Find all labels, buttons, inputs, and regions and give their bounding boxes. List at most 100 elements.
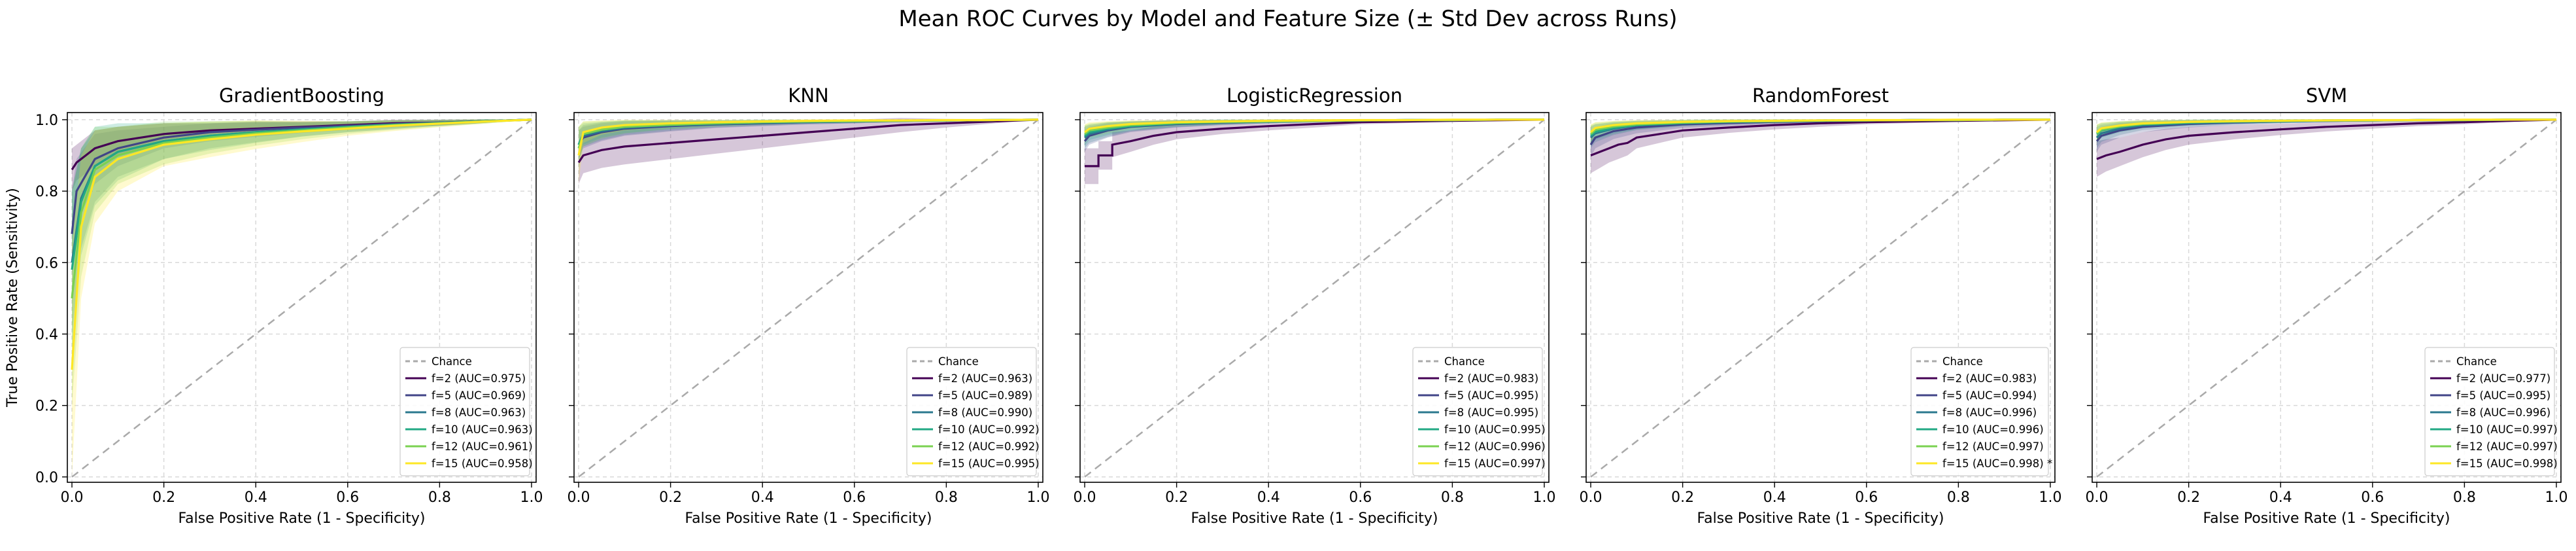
legend-label: f=5 (AUC=0.989) (938, 389, 1032, 402)
legend-label: f=2 (AUC=0.975) (432, 372, 526, 385)
legend-label: f=8 (AUC=0.996) (2456, 406, 2551, 419)
legend-box (2424, 347, 2555, 476)
panel-title: GradientBoosting (219, 84, 384, 107)
y-axis-label: True Positive Rate (Sensitivity) (5, 188, 21, 408)
legend-label: f=12 (AUC=0.992) (938, 440, 1040, 453)
std-band-f15 (1085, 119, 1544, 140)
legend-label: f=15 (AUC=0.995) (938, 457, 1040, 470)
roc-line-f15 (577, 118, 1039, 156)
y-tick-label: 1.0 (35, 113, 58, 129)
legend-label: f=12 (AUC=0.996) (1444, 440, 1546, 453)
roc-line-f15 (1589, 118, 2050, 133)
std-band-f2 (72, 119, 532, 192)
panel-logisticregression: 0.0 0.2 0.4 0.6 0.8 1.0 LogisticRegression Fals… (1074, 84, 1556, 527)
y-tick-label: 0.4 (35, 327, 58, 343)
panel-knn: 0.0 0.2 0.4 0.6 0.8 1.0 KNN False Positive Rate… (568, 84, 1050, 527)
legend-label: f=10 (AUC=0.963) (432, 423, 533, 436)
chance-line (578, 118, 1039, 478)
std-band-f8 (579, 119, 1038, 159)
x-tick-label: 0.6 (336, 489, 359, 506)
legend-box (906, 347, 1037, 476)
x-tick-label: 0.2 (152, 489, 175, 506)
x-tick-label: 1.0 (1026, 489, 1049, 506)
roc-line-f2 (1590, 118, 2051, 156)
legend-label: f=12 (AUC=0.997) (2456, 440, 2558, 453)
x-tick-label: 0.6 (2361, 489, 2384, 506)
chance-line (71, 118, 532, 478)
x-tick-label: 0.6 (843, 489, 866, 506)
std-band-f8 (1085, 119, 1544, 149)
legend: Chance f=2 (AUC=0.983) f=5 (AUC=0.995) f=8 … (1412, 347, 1546, 476)
x-axis-label: False Positive Rate (1 - Specificity) (1191, 510, 1438, 527)
y-tick-label: 0.2 (35, 399, 58, 415)
plot-area (1083, 118, 1545, 478)
std-band-f12 (1085, 119, 1544, 143)
chance-line (1590, 118, 2051, 478)
std-band-f2 (579, 118, 1038, 185)
std-band-f10 (1085, 119, 1544, 146)
x-tick-label: 0.2 (1165, 489, 1188, 506)
legend-label: Chance (1444, 355, 1485, 368)
legend-label: f=8 (AUC=0.995) (1444, 406, 1538, 419)
chance-line (2096, 118, 2557, 478)
plot-area (577, 118, 1039, 478)
x-tick-label: 0.0 (568, 489, 590, 506)
legend-label: f=10 (AUC=0.995) (1444, 423, 1546, 436)
legend: Chance f=2 (AUC=0.975) f=5 (AUC=0.969) f=8 … (399, 347, 533, 476)
std-band-f10 (2097, 119, 2556, 143)
y-tick-label: 0.6 (35, 255, 58, 272)
roc-line-f15 (71, 118, 532, 370)
legend-label: f=5 (AUC=0.994) (1942, 389, 2037, 402)
x-axis-label: False Positive Rate (1 - Specificity) (178, 510, 426, 527)
legend-label: f=10 (AUC=0.992) (938, 423, 1040, 436)
legend-label: f=12 (AUC=0.961) (432, 440, 533, 453)
axes-frame (2092, 112, 2562, 483)
legend-label: f=5 (AUC=0.995) (2456, 389, 2551, 402)
legend-label: f=8 (AUC=0.996) (1942, 406, 2037, 419)
x-axis-label: False Positive Rate (1 - Specificity) (2203, 510, 2450, 527)
x-tick-label: 0.0 (1074, 489, 1096, 506)
legend-box (399, 347, 530, 476)
std-band-f10 (72, 119, 532, 349)
roc-line-f2 (1085, 118, 1545, 168)
legend-label: Chance (1942, 355, 1983, 368)
x-tick-label: 0.4 (1257, 489, 1280, 506)
legend-box (1412, 347, 1543, 476)
legend-box (1910, 347, 2049, 476)
axes-frame (573, 112, 1043, 483)
x-tick-label: 1.0 (520, 489, 543, 506)
roc-line-f15 (2095, 118, 2556, 133)
legend: Chance f=2 (AUC=0.977) f=5 (AUC=0.995) f=8 … (2424, 347, 2558, 476)
x-tick-label: 0.0 (61, 489, 84, 506)
legend-label: Chance (432, 355, 472, 368)
plot-area (1589, 118, 2051, 478)
legend: Chance f=2 (AUC=0.983) f=5 (AUC=0.994) f=8 … (1910, 347, 2052, 476)
axes-frame (1585, 112, 2056, 483)
legend-label: f=15 (AUC=0.958) (432, 457, 533, 470)
x-tick-label: 0.6 (1349, 489, 1372, 506)
legend-label: f=15 (AUC=0.997) (1444, 457, 1546, 470)
figure-suptitle: Mean ROC Curves by Model and Feature Siz… (898, 6, 1677, 32)
panel-svm: 0.0 0.2 0.4 0.6 0.8 1.0 SVM False Positive Rate… (2086, 84, 2568, 527)
std-band-f2 (1085, 119, 1544, 185)
legend-label: f=5 (AUC=0.969) (432, 389, 526, 402)
panel-randomforest: 0.0 0.2 0.4 0.6 0.8 1.0 RandomForest False Posi… (1580, 84, 2062, 527)
plot-area (71, 118, 532, 478)
x-tick-label: 0.2 (2177, 489, 2200, 506)
legend: Chance f=2 (AUC=0.963) f=5 (AUC=0.989) f=8 … (906, 347, 1040, 476)
x-tick-label: 1.0 (1533, 489, 1555, 506)
x-tick-label: 0.2 (1671, 489, 1694, 506)
legend-label: f=8 (AUC=0.990) (938, 406, 1032, 419)
legend-label: f=15 (AUC=0.998) * (1942, 457, 2052, 470)
legend-label: f=12 (AUC=0.997) (1942, 440, 2044, 453)
roc-line-f15 (1084, 118, 1544, 133)
x-tick-label: 0.4 (245, 489, 267, 506)
legend-label: f=5 (AUC=0.995) (1444, 389, 1538, 402)
panel-gradientboosting: 0.0 0.2 0.4 0.6 0.8 1.0 0.0 0.2 0.4 0.6 0.8 1.0 Grad… (5, 84, 543, 527)
x-tick-label: 0.4 (1763, 489, 1786, 506)
legend-label: Chance (938, 355, 979, 368)
legend-label: f=2 (AUC=0.977) (2456, 372, 2551, 385)
x-tick-label: 0.0 (1580, 489, 1602, 506)
std-band-f5 (1085, 119, 1544, 152)
